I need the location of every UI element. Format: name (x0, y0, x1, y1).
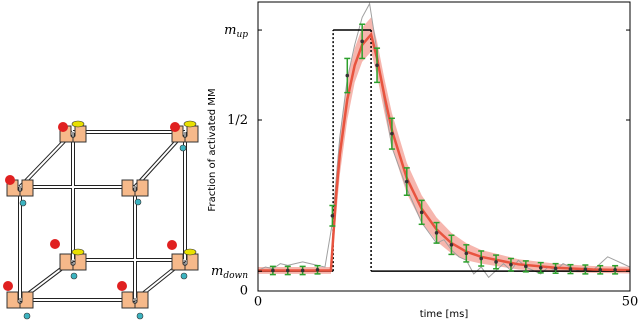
line (258, 31, 631, 272)
data-point (434, 231, 439, 235)
axes-frame (257, 1, 631, 292)
y-tick-label: 0 (240, 284, 248, 299)
y-tick-label: mdown (211, 264, 248, 281)
cube-edges (18, 130, 187, 302)
tick-text: m (211, 264, 223, 279)
data-point (330, 213, 335, 218)
tick-subscript: up (236, 30, 248, 40)
data-point (464, 251, 469, 256)
x-tick-label: 50 (622, 295, 639, 310)
data-point (509, 262, 513, 267)
y-tick-label: 1/2 (227, 112, 248, 127)
data-point (419, 210, 424, 215)
data-point (613, 267, 617, 272)
x-tick-label: 0 (254, 295, 262, 310)
cube-diagram (3, 120, 199, 320)
data-point (315, 267, 320, 272)
y-axis-label: Fraction of activated MM (207, 88, 218, 211)
data-point (553, 266, 558, 271)
tick-subscript: down (223, 271, 248, 281)
data-point (524, 264, 528, 269)
data-point (538, 265, 543, 270)
cube-nodes (3, 120, 199, 320)
data-point (300, 268, 305, 273)
data-point (568, 267, 573, 271)
data-point (271, 268, 275, 273)
data-point (479, 256, 484, 261)
data-point (598, 267, 603, 272)
tick-text: 1/2 (227, 112, 248, 127)
data-point (375, 63, 379, 68)
data-point (494, 260, 498, 264)
data-point (390, 131, 394, 136)
data-point (583, 267, 588, 272)
x-axis-label: time [ms] (420, 309, 469, 320)
data-point (449, 243, 454, 247)
y-tick-label: mup (224, 23, 248, 40)
data-point (285, 268, 290, 273)
tick-text: m (224, 23, 236, 38)
data-point (405, 179, 409, 184)
data-point (345, 73, 350, 78)
data-point (360, 39, 364, 44)
